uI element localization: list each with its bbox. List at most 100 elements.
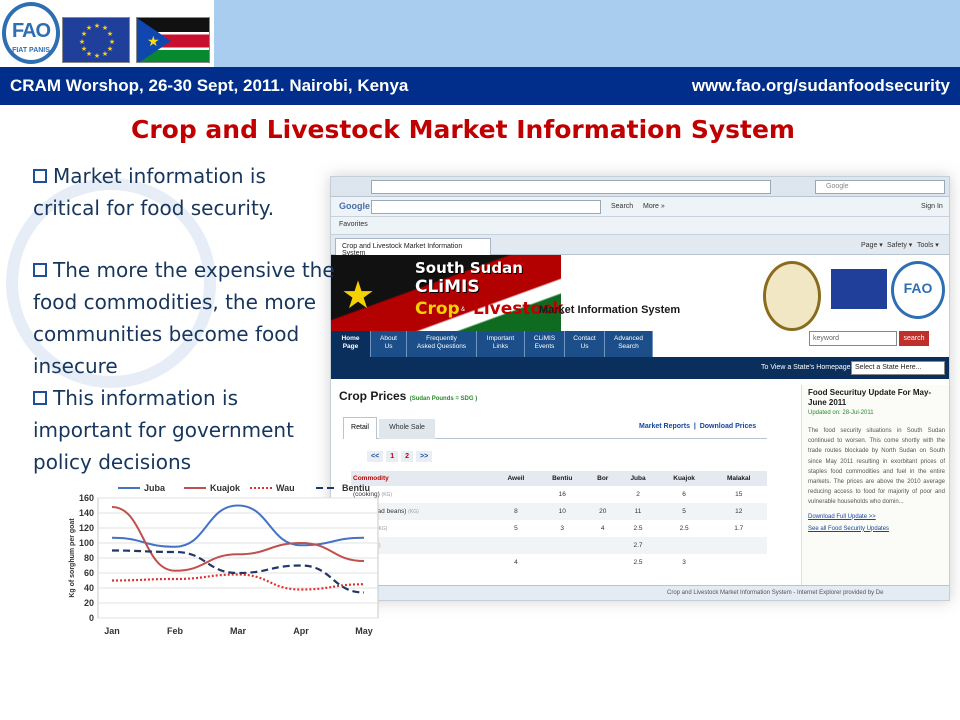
google-signin-link: Sign In	[921, 203, 943, 210]
favorites-bar: Favorites	[331, 217, 949, 235]
series-line-wau	[111, 573, 365, 591]
y-tick-label: 80	[84, 553, 94, 563]
tools-menu: Tools ▾	[917, 242, 939, 249]
y-tick-label: 160	[79, 493, 94, 503]
price-cell: 3	[560, 525, 565, 532]
url-field	[371, 180, 771, 194]
google-more-button: More »	[643, 203, 665, 210]
state-bar: To View a State's Homepage: Select a Sta…	[331, 357, 949, 379]
svg-text:★: ★	[102, 24, 108, 32]
price-cell: 16	[558, 491, 566, 498]
page-menu: Page ▾	[861, 242, 883, 249]
price-cell	[710, 554, 767, 571]
bullet-3: This information is important for govern…	[33, 386, 294, 474]
bullet-1: Market information is critical for food …	[33, 164, 275, 220]
svg-text:★: ★	[94, 52, 100, 60]
price-cell: 5	[657, 503, 711, 520]
site-search-button: search	[899, 331, 929, 346]
south-sudan-flag-icon: ★	[136, 17, 210, 63]
y-tick-label: 120	[79, 523, 94, 533]
site-header: ★ South Sudan CLiMIS Crop & Livestock Ma…	[331, 255, 949, 355]
sorghum-per-goat-chart: 0 20 40 60 80 100 120 140 160 Jan Feb Mar Apr May Kg o…	[69, 483, 379, 636]
price-cell: 5	[514, 525, 518, 532]
svg-text:★: ★	[147, 34, 160, 50]
x-tick-label: Jan	[104, 626, 120, 636]
eu-flag-icon: ★ ★ ★ ★ ★ ★ ★ ★ ★ ★ ★ ★	[62, 17, 130, 63]
site-brand-crop: Crop	[415, 299, 460, 319]
legend-label: Wau	[276, 483, 295, 493]
y-tick-label: 20	[84, 598, 94, 608]
price-links: Market Reports | Download Prices	[639, 423, 757, 430]
state-label: To View a State's Homepage:	[761, 364, 853, 371]
y-tick-label: 140	[79, 508, 94, 518]
safety-menu: Safety ▾	[887, 242, 913, 249]
site-brand-line1: South Sudan	[415, 259, 523, 277]
nav-advanced-search: Advanced Search	[605, 331, 653, 357]
website-url: www.fao.org/sudanfoodsecurity	[691, 76, 950, 95]
svg-text:★: ★	[81, 45, 87, 53]
commodity-cell: asri (Broad beans) (KG)	[351, 503, 495, 520]
keyword-input: keyword	[809, 331, 897, 346]
price-cell	[587, 486, 618, 503]
nav-events: CLiMIS Events	[525, 331, 565, 357]
fao-logo-motto: FIAT PANIS	[12, 47, 50, 54]
download-update-link: Download Full Update >>	[808, 513, 876, 520]
nav-faq: Frequently Asked Questions	[407, 331, 477, 357]
browser-tab: Crop and Livestock Market Information Sy…	[335, 238, 491, 257]
crop-prices-title: Crop Prices (Sudan Pounds = SDG )	[339, 389, 478, 403]
favorites-label: Favorites	[339, 221, 368, 228]
price-cell: 20	[587, 503, 619, 520]
price-cell	[537, 554, 587, 571]
download-prices-link: Download Prices	[699, 423, 757, 430]
fao-logo: FAO FIAT PANIS	[2, 2, 60, 64]
commodity-cell: (cooking) (KG)	[353, 491, 393, 498]
pager-first: <<	[367, 451, 384, 462]
y-tick-label: 100	[79, 538, 94, 548]
price-cell: 1.7	[734, 525, 744, 532]
google-toolbar: Google Search More » Sign In	[331, 197, 949, 217]
svg-text:★: ★	[107, 45, 113, 53]
google-toolbar-input	[371, 200, 601, 214]
price-cell	[537, 537, 588, 554]
price-cell: 4	[600, 525, 605, 532]
price-cell: 2.5	[679, 525, 689, 532]
table-row: (cooking) (KG) 16 2 6 15	[351, 486, 767, 503]
bullet-2: The more the expensive the food commodit…	[33, 258, 335, 378]
y-tick-label: 40	[84, 583, 94, 593]
price-cell: 2.5	[633, 525, 643, 532]
price-cell: 4	[514, 559, 518, 566]
price-cell: 2	[636, 491, 640, 498]
price-cell	[710, 537, 767, 554]
top-banner: FAO FIAT PANIS ★ ★ ★ ★ ★ ★ ★ ★ ★ ★ ★ ★ ★	[0, 0, 960, 67]
price-cell	[495, 486, 538, 503]
fao-logo-name: FAO	[11, 20, 51, 42]
food-security-sidebar: Food Securituy Update For May-June 2011 …	[801, 385, 949, 600]
checkbox-bullet-icon	[33, 169, 47, 183]
tab-bar: Crop and Livestock Market Information Sy…	[331, 235, 949, 257]
site-brand-mis: Market Information System	[539, 304, 681, 316]
price-cell: 11	[618, 503, 658, 520]
food-security-date: Updated on: 28-Jul-2011	[808, 410, 874, 416]
svg-text:★: ★	[94, 22, 100, 30]
x-tick-label: Apr	[293, 626, 309, 636]
svg-text:★: ★	[81, 30, 87, 38]
price-cell: 2.5	[633, 559, 643, 566]
crop-prices-panel: Crop Prices (Sudan Pounds = SDG ) Retail…	[331, 387, 949, 597]
price-tabs: Retail Whole Sale Market Reports | Downl…	[343, 417, 767, 439]
google-toolbar-logo: Google	[339, 201, 370, 211]
pager-last: >>	[416, 451, 433, 462]
tab-retail: Retail	[343, 417, 377, 439]
legend-label: Kuajok	[210, 483, 241, 493]
table-row: chips (KG)2.7	[351, 537, 767, 554]
nav-home: Home Page	[331, 331, 371, 357]
x-tick-label: Mar	[230, 626, 247, 636]
legend-label: Juba	[144, 483, 166, 493]
price-cell: 8	[494, 503, 538, 520]
price-col-header: Malakal	[710, 471, 767, 486]
title-bar: CRAM Worshop, 26-30 Sept, 2011. Nairobi,…	[0, 67, 960, 105]
price-cell: 12	[710, 503, 767, 520]
status-bar: Crop and Livestock Market Information Sy…	[331, 585, 949, 600]
svg-text:★: ★	[107, 30, 113, 38]
nav-about: About Us	[371, 331, 407, 357]
